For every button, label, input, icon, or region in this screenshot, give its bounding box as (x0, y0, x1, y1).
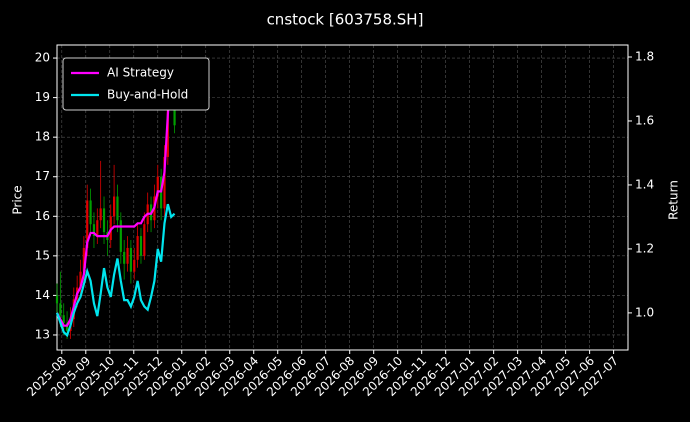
y-tick-label: 20 (35, 51, 50, 65)
y2-tick-label: 1.0 (635, 305, 654, 319)
y2-tick-label: 1.2 (635, 241, 654, 255)
candle-body (139, 236, 143, 256)
y2-tick-label: 1.8 (635, 49, 654, 63)
plot-frame (56, 44, 629, 351)
candle-body (133, 259, 136, 272)
candle-body (96, 220, 99, 237)
legend-label: AI Strategy (107, 66, 174, 80)
candle-body (113, 196, 116, 217)
candle-body (163, 156, 166, 209)
candle-body (99, 208, 102, 221)
candle-body (55, 295, 59, 304)
candle-body (109, 216, 112, 241)
candle-body (126, 247, 129, 264)
y-tick-label: 19 (35, 90, 50, 104)
y-tick-label: 13 (35, 327, 50, 341)
y-tick-label: 18 (35, 130, 50, 144)
legend-label: Buy-and-Hold (107, 88, 188, 102)
candle-body (65, 323, 69, 332)
candle-body (102, 208, 106, 233)
candle-body (119, 220, 122, 252)
series-line (55, 203, 176, 338)
candle-body (123, 251, 126, 264)
y-tick-label: 14 (35, 288, 50, 302)
series-line (56, 69, 176, 327)
candle-body (160, 176, 163, 209)
y2-tick-label: 1.6 (635, 113, 654, 127)
y-tick-label: 17 (35, 169, 50, 183)
chart-title: cnstock [603758.SH] (267, 11, 424, 29)
y-tick-label: 16 (35, 209, 50, 223)
y-axis-label: Price (11, 185, 25, 214)
candle-body (92, 224, 96, 237)
candle-body (89, 200, 92, 225)
candle-body (156, 176, 159, 197)
candle-body (79, 271, 82, 288)
y2-axis-label: Return (667, 180, 681, 220)
candle-body (82, 247, 85, 272)
candle-body (136, 236, 139, 260)
y2-tick-label: 1.4 (635, 177, 654, 191)
candle-body (62, 315, 65, 324)
candle-body (143, 224, 146, 256)
candle-body (86, 200, 89, 248)
candle-body (116, 196, 119, 221)
y-tick-label: 15 (35, 248, 50, 262)
candle-body (59, 303, 62, 316)
candle-body (129, 247, 132, 272)
legend-box (62, 57, 210, 111)
